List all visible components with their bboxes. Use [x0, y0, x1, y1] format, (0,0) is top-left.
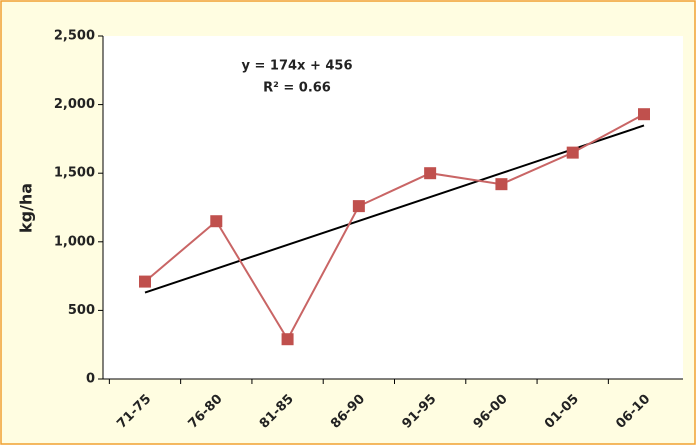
y-tick-label: 1,000 [54, 234, 95, 249]
marker [495, 178, 508, 191]
trend-line [144, 124, 645, 294]
r-squared: R² = 0.66 [263, 81, 331, 96]
marker [638, 108, 650, 121]
y-tick-label: 2,000 [54, 97, 95, 112]
plot-area [103, 36, 683, 379]
marker [281, 333, 294, 346]
y-tick-label: 1,500 [54, 166, 95, 181]
marker [424, 167, 437, 180]
marker [352, 200, 365, 213]
marker [566, 146, 579, 159]
y-tick-label: 2,500 [54, 29, 95, 44]
y-axis-label: kg/ha [17, 183, 36, 233]
y-tick-label: 0 [86, 372, 95, 387]
equation: y = 174x + 456 [241, 59, 352, 74]
marker [210, 215, 223, 228]
marker [139, 275, 151, 288]
data-line [144, 113, 645, 342]
y-tick-label: 500 [68, 303, 95, 318]
